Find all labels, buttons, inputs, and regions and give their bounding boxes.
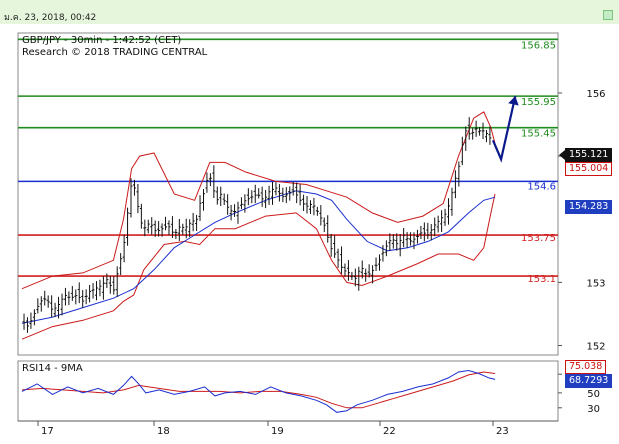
y-tick-label: 153 (586, 278, 605, 289)
chart-panel (0, 24, 619, 444)
bollinger-upper-tag: 155.004 (565, 162, 613, 176)
bollinger-lower-line (21, 193, 496, 340)
y-tick-label: 156 (586, 89, 605, 100)
last-price-tag: 155.121 (565, 148, 613, 162)
last-price-pointer (559, 150, 565, 160)
level-label: 155.95 (521, 97, 556, 108)
rsi-y-tick-label: 30 (587, 404, 600, 415)
x-tick-label: 18 (157, 426, 170, 437)
x-tick-label: 23 (496, 426, 509, 437)
level-label: 153.75 (521, 233, 556, 244)
price-plot-frame (17, 32, 559, 356)
rsi-ma-value-tag: 68.7293 (565, 374, 613, 388)
moving-average-tag: 154.283 (565, 200, 613, 214)
rsi-value-tag: 75.038 (565, 360, 607, 374)
rsi-line (21, 369, 496, 413)
window-corner-button[interactable] (603, 10, 613, 20)
timestamp: ม.ค. 23, 2018, 00:42 (4, 13, 97, 23)
rsi-y-tick-label: 50 (587, 389, 600, 400)
x-tick-label: 22 (383, 426, 396, 437)
x-tick-label: 17 (41, 426, 54, 437)
rsi-plot-frame (17, 360, 559, 422)
chart-header: GBP/JPY - 30min - 1:42:52 (CET) Research… (22, 35, 207, 59)
rsi-ma-line (21, 371, 496, 409)
level-label: 155.45 (521, 129, 556, 140)
rsi-label: RSI14 - 9MA (22, 363, 83, 374)
level-label: 156.85 (521, 40, 556, 51)
chart-title: GBP/JPY - 30min - 1:42:52 (CET) (22, 35, 182, 46)
x-tick-label: 19 (271, 426, 284, 437)
bollinger-upper-line (21, 111, 496, 290)
forecast-arrowhead (508, 96, 519, 106)
chart-copyright: Research © 2018 TRADING CENTRAL (22, 47, 208, 58)
y-tick-label: 152 (586, 342, 605, 353)
moving-average-line (21, 190, 496, 324)
level-label: 154.6 (527, 181, 556, 192)
level-label: 153.1 (527, 274, 556, 285)
forecast-arrow-line (491, 95, 517, 163)
title-bar: ม.ค. 23, 2018, 00:42 (0, 0, 619, 24)
